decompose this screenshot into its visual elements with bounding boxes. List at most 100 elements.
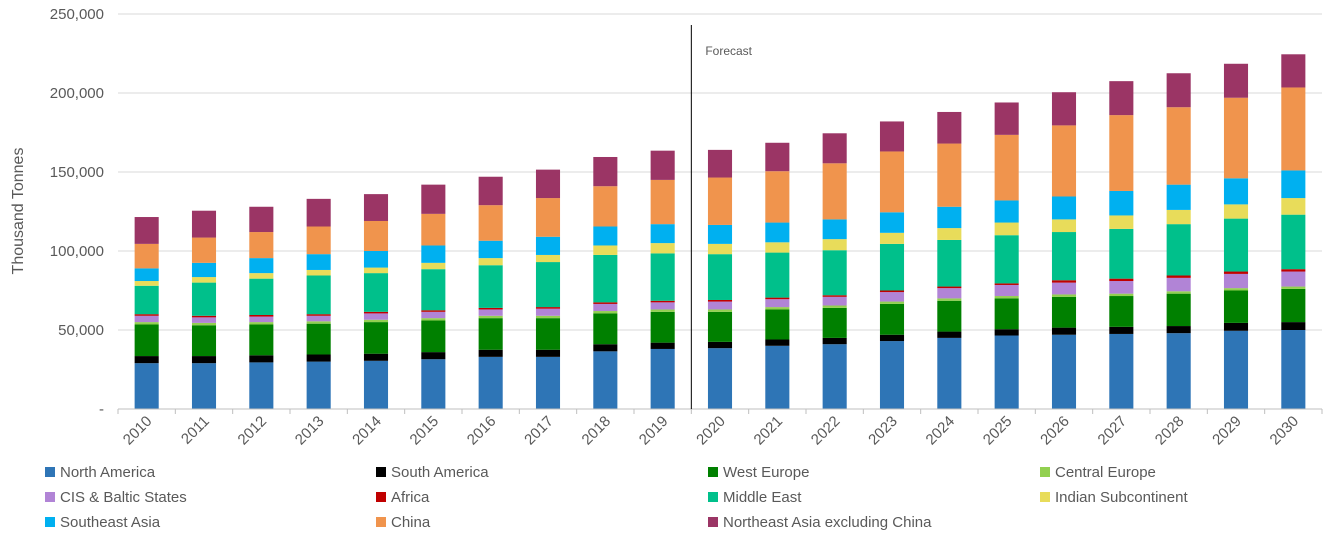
bar-segment xyxy=(1166,184,1191,210)
bar-segment xyxy=(937,300,962,332)
bar-segment xyxy=(1281,271,1306,287)
y-tick-label: - xyxy=(99,401,104,418)
x-tick-label: 2018 xyxy=(579,413,615,449)
bar-segment xyxy=(765,339,790,346)
bar-segment xyxy=(1109,296,1134,327)
bar-segment xyxy=(249,273,274,279)
bar-segment xyxy=(134,314,159,316)
bar-segment xyxy=(134,315,159,323)
bar-segment xyxy=(650,253,675,301)
y-tick-label: 100,000 xyxy=(50,243,104,260)
bar-segment xyxy=(306,275,331,315)
bar-segment xyxy=(937,228,962,240)
bar-segment xyxy=(1051,92,1077,126)
x-tick-labels: 2010 2011 2012 2013 2014 2015 2016 2017 2018 2019… xyxy=(120,413,1302,449)
y-tick-label: 200,000 xyxy=(50,85,104,102)
bar-segment xyxy=(1281,330,1306,409)
bar-segment xyxy=(249,232,274,259)
bar-segment xyxy=(191,322,217,326)
legend-swatch xyxy=(1040,467,1050,477)
bar-segment xyxy=(1281,269,1306,272)
bar-segment xyxy=(191,317,217,323)
bar-segment xyxy=(1281,170,1306,199)
bar-segment xyxy=(1166,333,1191,409)
bar-segment xyxy=(1223,271,1249,274)
legend-label: West Europe xyxy=(723,464,809,481)
bar-segment xyxy=(134,322,159,325)
bar-segment xyxy=(765,297,790,300)
legend-swatch xyxy=(45,467,55,477)
legend-swatch xyxy=(708,467,718,477)
x-tick-label: 2030 xyxy=(1267,413,1303,449)
bar-segment xyxy=(478,307,503,310)
bar-segment xyxy=(765,345,790,409)
bar-segment xyxy=(765,252,790,298)
bar-segment xyxy=(822,307,847,338)
bar-segment xyxy=(994,298,1019,330)
bar-segment xyxy=(1166,293,1191,327)
bar-segment xyxy=(1281,288,1306,323)
bar-segment xyxy=(822,133,847,164)
bar-segment xyxy=(134,268,159,282)
bar-segment xyxy=(306,354,331,362)
bar-segment xyxy=(306,315,331,322)
legend: North America South America West Europe Cen… xyxy=(45,464,1188,531)
bar-segment xyxy=(1051,327,1077,335)
bar-segment xyxy=(1051,196,1077,220)
bar-segment xyxy=(1109,293,1134,297)
legend-label: Northeast Asia excluding China xyxy=(723,514,932,531)
bar-segment xyxy=(1051,219,1077,233)
bar-segment xyxy=(421,310,446,312)
bar-segment xyxy=(707,224,733,244)
forecast-annotation: Forecast xyxy=(705,44,752,58)
bar-segment xyxy=(363,313,389,320)
legend-label: Middle East xyxy=(723,489,802,506)
bar-segment xyxy=(421,311,446,319)
bar-segment xyxy=(879,232,905,244)
bar-segment xyxy=(650,311,675,343)
bar-segment xyxy=(478,315,503,319)
bar-segment xyxy=(707,309,733,312)
bar-segment xyxy=(593,186,618,227)
legend-swatch xyxy=(708,517,718,527)
bar-segment xyxy=(478,349,503,357)
bar-segment xyxy=(249,362,274,409)
bar-segment xyxy=(1223,97,1249,179)
bar-segment xyxy=(478,205,503,241)
x-tick-label: 2010 xyxy=(120,413,156,449)
bar-segment xyxy=(306,323,331,355)
bar-segment xyxy=(306,314,331,316)
bar-segment xyxy=(937,239,962,287)
bar-segment xyxy=(650,150,675,180)
x-tick-label: 2019 xyxy=(636,413,672,449)
bar-segment xyxy=(994,134,1019,201)
bar-segment xyxy=(421,245,446,263)
axes xyxy=(117,408,1323,414)
x-tick-label: 2021 xyxy=(751,413,787,449)
bar-segment xyxy=(1166,73,1191,108)
bar-segment xyxy=(306,226,331,255)
bar-segment xyxy=(765,299,790,308)
bar-segment xyxy=(1109,281,1134,294)
bar-segment xyxy=(765,309,790,340)
legend-swatch xyxy=(45,492,55,502)
bar-segment xyxy=(937,288,962,299)
bar-segment xyxy=(1223,63,1249,98)
bar-segment xyxy=(879,121,905,152)
bar-segment xyxy=(1281,286,1306,289)
bar-segment xyxy=(650,309,675,312)
bars xyxy=(134,54,1306,409)
bar-segment xyxy=(191,262,217,278)
legend-label: Southeast Asia xyxy=(60,514,161,531)
bar-segment xyxy=(879,290,905,293)
bar-segment xyxy=(306,254,331,270)
x-tick-label: 2015 xyxy=(407,413,443,449)
x-tick-label: 2017 xyxy=(521,413,557,449)
bar-segment xyxy=(707,177,733,225)
bar-segment xyxy=(994,235,1019,284)
bar-segment xyxy=(937,206,962,229)
bar-segment xyxy=(535,254,561,263)
x-tick-label: 2023 xyxy=(865,413,901,449)
bar-segment xyxy=(822,250,847,296)
